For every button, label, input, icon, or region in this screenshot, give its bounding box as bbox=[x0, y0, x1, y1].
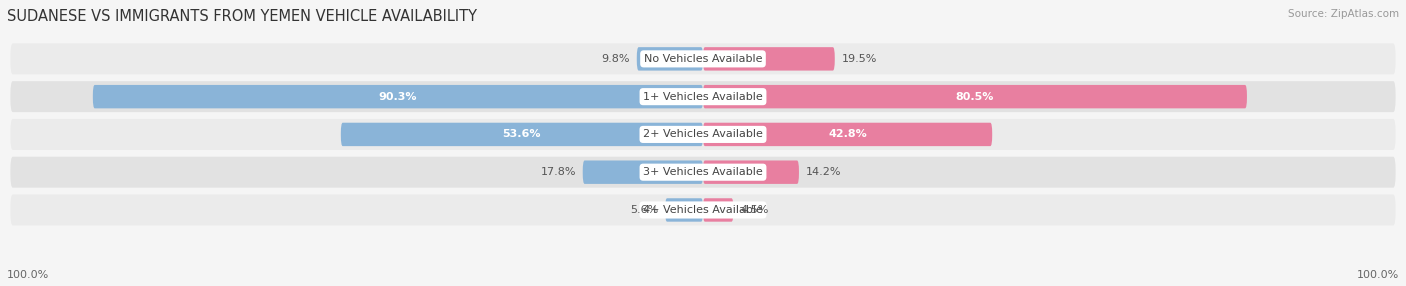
Text: 100.0%: 100.0% bbox=[1357, 270, 1399, 280]
Text: SUDANESE VS IMMIGRANTS FROM YEMEN VEHICLE AVAILABILITY: SUDANESE VS IMMIGRANTS FROM YEMEN VEHICL… bbox=[7, 9, 477, 23]
Text: 19.5%: 19.5% bbox=[842, 54, 877, 64]
Text: 14.2%: 14.2% bbox=[806, 167, 841, 177]
Text: 17.8%: 17.8% bbox=[540, 167, 576, 177]
Text: 5.6%: 5.6% bbox=[630, 205, 658, 215]
FancyBboxPatch shape bbox=[340, 123, 703, 146]
FancyBboxPatch shape bbox=[10, 119, 1396, 150]
Text: 53.6%: 53.6% bbox=[503, 130, 541, 139]
FancyBboxPatch shape bbox=[637, 47, 703, 71]
Text: 3+ Vehicles Available: 3+ Vehicles Available bbox=[643, 167, 763, 177]
FancyBboxPatch shape bbox=[703, 123, 993, 146]
Text: 4.5%: 4.5% bbox=[740, 205, 769, 215]
Text: Source: ZipAtlas.com: Source: ZipAtlas.com bbox=[1288, 9, 1399, 19]
Text: 90.3%: 90.3% bbox=[378, 92, 418, 102]
Legend: Sudanese, Immigrants from Yemen: Sudanese, Immigrants from Yemen bbox=[574, 285, 832, 286]
Text: 9.8%: 9.8% bbox=[602, 54, 630, 64]
FancyBboxPatch shape bbox=[703, 160, 799, 184]
Text: 100.0%: 100.0% bbox=[7, 270, 49, 280]
FancyBboxPatch shape bbox=[703, 198, 734, 222]
FancyBboxPatch shape bbox=[703, 47, 835, 71]
FancyBboxPatch shape bbox=[10, 81, 1396, 112]
FancyBboxPatch shape bbox=[10, 194, 1396, 225]
Text: 2+ Vehicles Available: 2+ Vehicles Available bbox=[643, 130, 763, 139]
FancyBboxPatch shape bbox=[93, 85, 703, 108]
Text: 42.8%: 42.8% bbox=[828, 130, 868, 139]
FancyBboxPatch shape bbox=[10, 157, 1396, 188]
Text: 80.5%: 80.5% bbox=[956, 92, 994, 102]
FancyBboxPatch shape bbox=[665, 198, 703, 222]
FancyBboxPatch shape bbox=[703, 85, 1247, 108]
Text: 4+ Vehicles Available: 4+ Vehicles Available bbox=[643, 205, 763, 215]
Text: 1+ Vehicles Available: 1+ Vehicles Available bbox=[643, 92, 763, 102]
Text: No Vehicles Available: No Vehicles Available bbox=[644, 54, 762, 64]
FancyBboxPatch shape bbox=[10, 43, 1396, 74]
FancyBboxPatch shape bbox=[582, 160, 703, 184]
